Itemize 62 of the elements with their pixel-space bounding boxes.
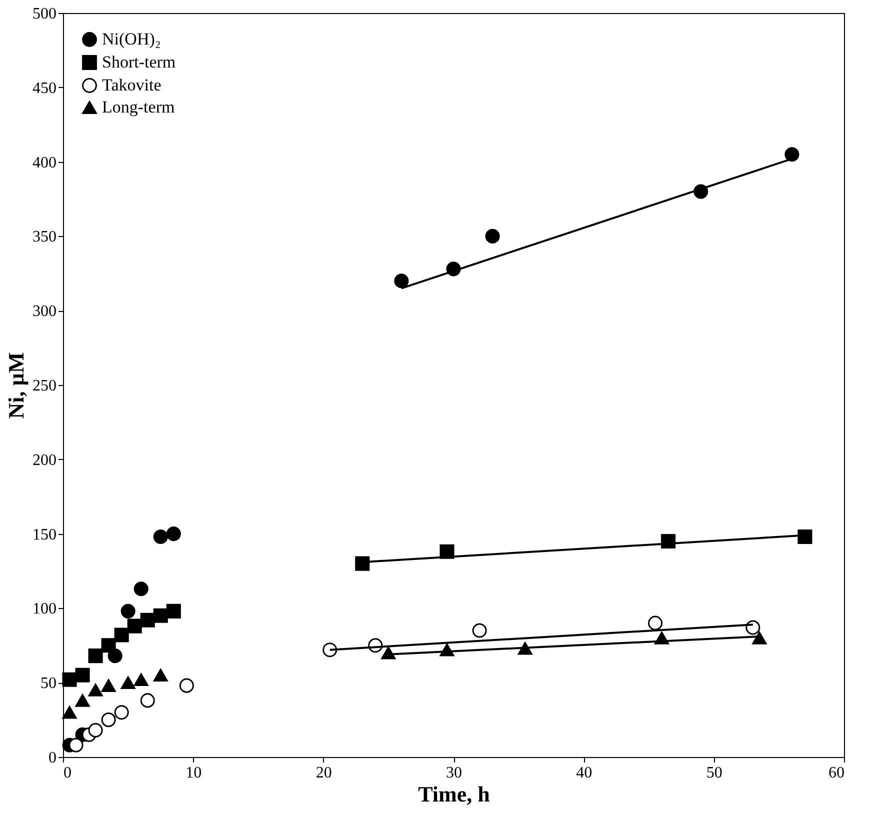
x-axis-title: Time, h [418,782,490,806]
point [68,738,84,752]
point [62,672,77,687]
point [134,673,148,686]
point [101,679,116,692]
y-axis-title: Ni, µM [4,352,28,419]
point [88,684,103,696]
point [75,694,90,707]
y-tick-label: 500 [32,6,56,22]
point [88,648,103,664]
point [394,274,409,288]
point [798,530,812,544]
y-tick-label: 450 [32,80,56,97]
point [134,582,148,596]
x-tick-label: 20 [316,764,332,782]
point [485,228,500,244]
point [120,676,136,689]
legend-label: Short-term [102,52,176,72]
point [153,608,168,623]
point [784,147,800,162]
y-tick-label: 400 [32,154,56,172]
point [127,618,142,634]
legend-label: Long-term [102,98,175,116]
point [140,693,155,708]
point [472,623,487,638]
y-tick-label: 200 [32,452,56,469]
y-tick-label: 0 [48,750,56,766]
x-tick-label: 60 [828,764,844,782]
point [114,705,129,720]
point [746,620,760,635]
x-tick-label: 30 [446,764,462,782]
y-tick-label: 350 [32,228,56,246]
point [648,616,663,630]
point [166,526,181,542]
point [114,628,129,642]
point [75,668,90,682]
y-tick-label: 50 [40,675,56,692]
point [752,632,767,644]
y-tick-label: 300 [32,303,56,320]
point [101,712,116,728]
x-tick-label: 40 [576,764,592,782]
point [62,706,77,719]
point [88,722,103,738]
y-tick-label: 150 [32,526,56,544]
point [153,668,168,682]
x-tick-label: 0 [64,764,72,782]
point [140,612,155,628]
point [322,642,338,658]
y-tick-label: 100 [32,600,56,618]
point [355,556,370,571]
legend-label: Ni(OH)₂ [102,30,161,48]
point [518,642,532,655]
x-tick-label: 50 [706,764,722,782]
y-tick-label: 250 [32,378,56,394]
point [153,530,168,544]
point [179,678,194,693]
point [101,638,116,653]
legend-label: Takovite [102,76,162,94]
point [166,604,181,618]
point [440,544,454,559]
x-tick-label: 10 [186,764,202,782]
point [120,604,136,618]
